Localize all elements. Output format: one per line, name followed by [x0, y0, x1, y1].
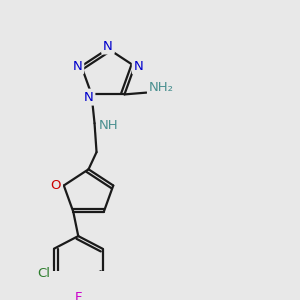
Text: NH: NH: [99, 118, 118, 132]
Text: Cl: Cl: [38, 268, 50, 281]
Text: N: N: [134, 60, 143, 73]
Text: N: N: [103, 40, 113, 52]
Text: N: N: [73, 60, 82, 73]
Text: N: N: [84, 91, 93, 103]
Text: NH₂: NH₂: [149, 81, 174, 94]
Text: F: F: [74, 291, 82, 300]
Text: O: O: [51, 179, 61, 192]
